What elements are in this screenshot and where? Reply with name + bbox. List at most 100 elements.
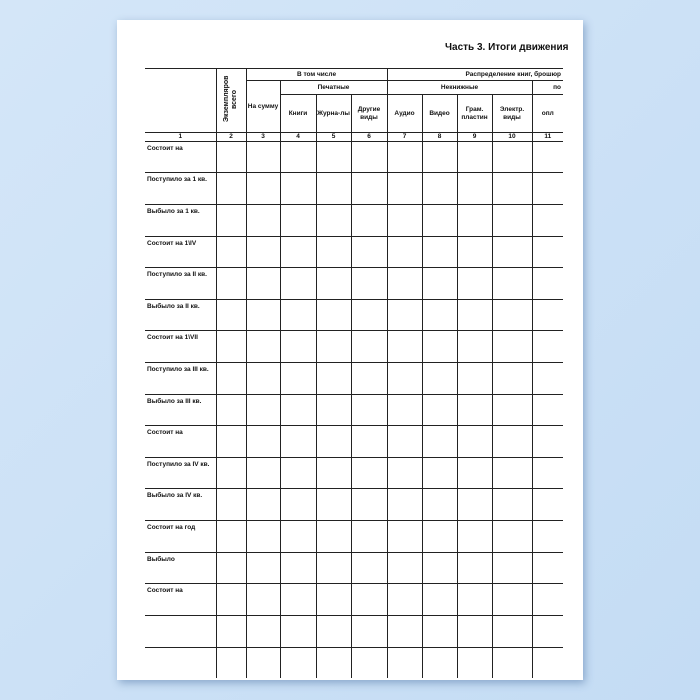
table-cell[interactable]	[350, 393, 388, 426]
table-cell[interactable]	[531, 614, 564, 648]
table-cell[interactable]	[245, 583, 280, 616]
table-cell[interactable]	[215, 203, 246, 237]
table-cell[interactable]	[279, 361, 316, 395]
table-cell[interactable]	[421, 330, 458, 363]
table-cell[interactable]	[245, 551, 280, 584]
table-cell[interactable]	[491, 298, 533, 331]
table-cell[interactable]	[386, 203, 423, 237]
table-cell[interactable]	[491, 330, 533, 363]
table-cell[interactable]	[456, 235, 493, 268]
table-cell[interactable]	[215, 140, 246, 173]
table-cell[interactable]	[491, 235, 533, 268]
table-cell[interactable]	[279, 488, 316, 521]
table-cell[interactable]	[421, 646, 458, 678]
table-cell[interactable]	[531, 646, 564, 678]
table-cell[interactable]	[315, 614, 351, 648]
table-cell[interactable]	[456, 330, 493, 363]
table-cell[interactable]	[350, 203, 388, 237]
table-cell[interactable]	[215, 646, 246, 678]
table-cell[interactable]	[279, 646, 316, 678]
table-cell[interactable]	[491, 172, 533, 205]
table-cell[interactable]	[215, 614, 246, 648]
table-cell[interactable]	[279, 425, 316, 458]
table-cell[interactable]	[491, 393, 533, 426]
table-cell[interactable]	[386, 172, 423, 205]
table-cell[interactable]	[315, 361, 351, 395]
table-cell[interactable]	[531, 330, 564, 363]
table-cell[interactable]	[421, 425, 458, 458]
table-cell[interactable]	[350, 614, 388, 648]
table-cell[interactable]	[456, 172, 493, 205]
table-cell[interactable]	[315, 298, 351, 331]
table-cell[interactable]	[531, 361, 564, 395]
table-cell[interactable]	[491, 140, 533, 173]
table-cell[interactable]	[456, 583, 493, 616]
table-cell[interactable]	[456, 393, 493, 426]
table-cell[interactable]	[531, 488, 564, 521]
table-cell[interactable]	[315, 488, 351, 521]
table-cell[interactable]	[350, 235, 388, 268]
table-cell[interactable]	[491, 267, 533, 300]
table-cell[interactable]	[456, 425, 493, 458]
table-cell[interactable]	[421, 488, 458, 521]
table-cell[interactable]	[245, 298, 280, 331]
table-cell[interactable]	[279, 203, 316, 237]
table-cell[interactable]	[245, 488, 280, 521]
table-cell[interactable]	[245, 456, 280, 489]
table-cell[interactable]	[315, 235, 351, 268]
table-cell[interactable]	[215, 393, 246, 426]
table-cell[interactable]	[386, 425, 423, 458]
table-cell[interactable]	[491, 361, 533, 395]
table-cell[interactable]	[386, 330, 423, 363]
table-cell[interactable]	[386, 393, 423, 426]
table-cell[interactable]	[145, 614, 216, 648]
table-cell[interactable]	[215, 583, 246, 616]
table-cell[interactable]	[245, 393, 280, 426]
table-cell[interactable]	[350, 267, 388, 300]
table-cell[interactable]	[315, 172, 351, 205]
table-cell[interactable]	[531, 456, 564, 489]
table-cell[interactable]	[421, 235, 458, 268]
table-cell[interactable]	[315, 393, 351, 426]
table-cell[interactable]	[531, 519, 564, 553]
table-cell[interactable]	[315, 140, 351, 173]
table-cell[interactable]	[245, 203, 280, 237]
table-cell[interactable]	[315, 583, 351, 616]
table-cell[interactable]	[350, 361, 388, 395]
table-cell[interactable]	[215, 361, 246, 395]
table-cell[interactable]	[245, 361, 280, 395]
table-cell[interactable]	[215, 456, 246, 489]
table-cell[interactable]	[245, 172, 280, 205]
table-cell[interactable]	[215, 235, 246, 268]
table-cell[interactable]	[456, 646, 493, 678]
table-cell[interactable]	[421, 298, 458, 331]
table-cell[interactable]	[456, 298, 493, 331]
table-cell[interactable]	[279, 298, 316, 331]
table-cell[interactable]	[245, 519, 280, 553]
table-cell[interactable]	[315, 646, 351, 678]
table-cell[interactable]	[350, 140, 388, 173]
table-cell[interactable]	[245, 425, 280, 458]
table-cell[interactable]	[421, 140, 458, 173]
table-cell[interactable]	[350, 330, 388, 363]
table-cell[interactable]	[531, 425, 564, 458]
table-cell[interactable]	[421, 614, 458, 648]
table-cell[interactable]	[350, 551, 388, 584]
table-cell[interactable]	[491, 519, 533, 553]
table-cell[interactable]	[421, 551, 458, 584]
table-cell[interactable]	[421, 361, 458, 395]
table-cell[interactable]	[531, 298, 564, 331]
table-cell[interactable]	[279, 172, 316, 205]
table-cell[interactable]	[421, 583, 458, 616]
table-cell[interactable]	[279, 330, 316, 363]
table-cell[interactable]	[491, 614, 533, 648]
table-cell[interactable]	[491, 203, 533, 237]
table-cell[interactable]	[279, 519, 316, 553]
table-cell[interactable]	[245, 330, 280, 363]
table-cell[interactable]	[215, 519, 246, 553]
table-cell[interactable]	[279, 456, 316, 489]
table-cell[interactable]	[421, 203, 458, 237]
table-cell[interactable]	[456, 614, 493, 648]
table-cell[interactable]	[531, 583, 564, 616]
table-cell[interactable]	[315, 267, 351, 300]
